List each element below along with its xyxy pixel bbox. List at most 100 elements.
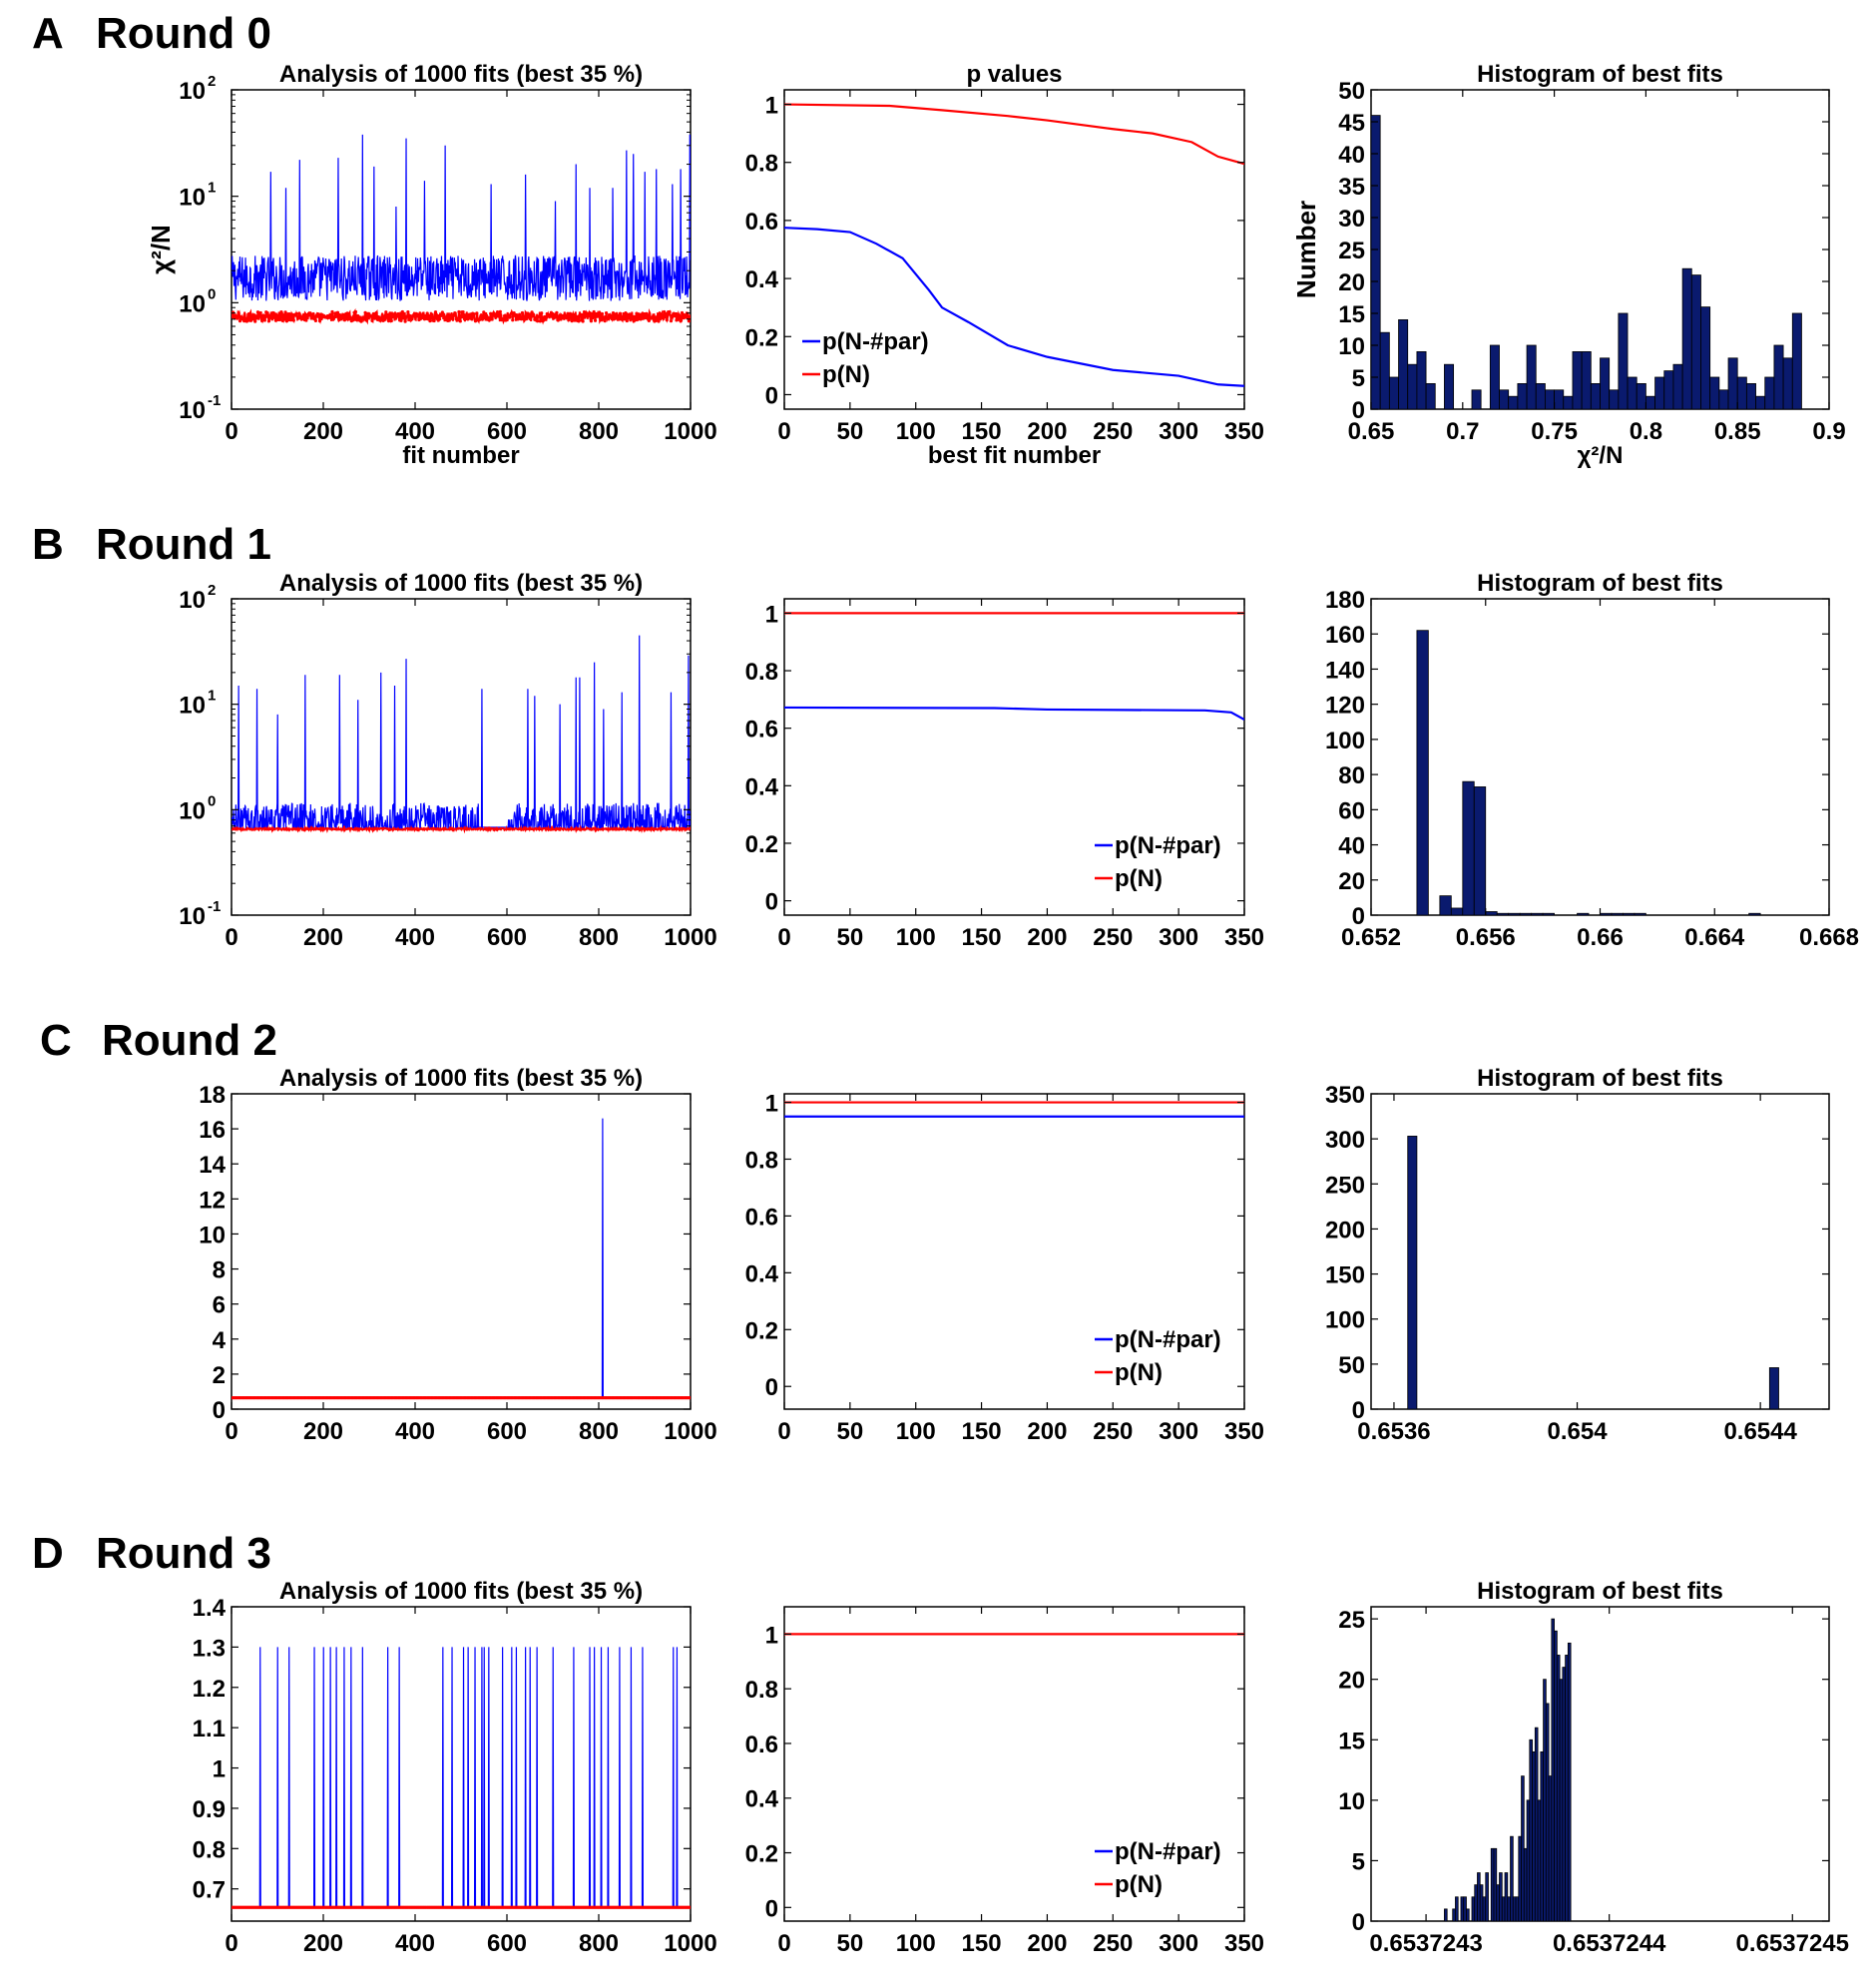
data-point [545,311,549,316]
data-point [687,319,691,323]
y-tick-label: 1.2 [193,1676,226,1703]
data-point [287,312,291,316]
data-point [535,319,540,323]
x-tick-label: 0.85 [1714,418,1761,445]
y-tick-label: 160 [1325,622,1365,649]
data-point [389,318,393,323]
data-point [262,318,266,322]
data-point [588,311,592,315]
data-point [519,315,523,319]
y-tick-label: 250 [1325,1172,1365,1199]
data-point [255,310,260,314]
x-tick-label: 0.8 [1630,418,1662,445]
x-tick-label: 0.6537245 [1736,1930,1849,1957]
plot-frame [783,598,1245,916]
data-point [578,312,582,316]
histogram-bar [1493,1847,1498,1921]
y-tick-label: 140 [1325,657,1365,684]
data-point [475,311,479,315]
data-point [410,317,414,321]
data-point [596,314,600,318]
y-tick-label: 20 [1338,1668,1365,1695]
data-point [235,316,239,320]
data-point [518,312,522,316]
data-point [420,316,424,320]
histogram-bar [1535,382,1546,409]
data-point [486,315,490,319]
data-point [563,313,567,317]
data-point [232,313,234,317]
data-point [600,311,605,316]
data-point [511,318,515,322]
histogram-bar [1764,376,1775,409]
data-point [569,311,573,316]
y-tick-label: 10 [179,185,206,212]
x-tick-label: 0.654 [1548,1418,1609,1445]
y-tick-label: 0.2 [745,324,778,351]
histogram-bar [1636,382,1646,409]
panel-letter: B [32,520,64,569]
x-tick-label: 300 [1159,1418,1198,1445]
panel-round-title: Round 3 [96,1529,271,1578]
data-point [614,312,618,316]
data-point [646,316,650,320]
data-point [353,309,358,314]
x-tick-label: 100 [896,418,936,445]
plot-frame [231,89,692,410]
data-point [555,310,559,314]
panel-letter: A [32,9,64,58]
data-point [570,319,574,323]
data-point [604,311,609,315]
histogram-bar [1398,318,1409,409]
series-line-blue [232,635,691,831]
data-point [371,311,375,316]
histogram-bar [1455,1896,1459,1921]
data-point [465,316,469,321]
y-tick-label: 1.1 [193,1716,226,1742]
data-point [462,313,467,317]
chart-title: Histogram of best fits [1477,61,1723,88]
data-point [449,313,453,317]
data-point [645,311,649,316]
histogram-bar [1526,344,1537,409]
data-point [269,315,273,319]
data-point [363,310,367,314]
y-tick-label: 1 [765,601,778,628]
plot-area [1371,115,1802,409]
histogram-bar [1540,1750,1544,1921]
y-tick-label: 6 [213,1292,226,1319]
y-tick-label: 0.6 [745,1204,778,1231]
y-tick-label: 0.4 [745,1260,779,1287]
panel-round-title: Round 1 [96,520,271,569]
data-point [458,319,462,323]
y-tick-label: 0.6 [745,1732,778,1758]
data-point [236,311,240,315]
data-point [591,316,595,320]
histogram-bar [1531,912,1544,915]
y-tick-label: 0.8 [745,1677,778,1704]
data-point [581,319,585,323]
data-point [542,317,547,321]
data-point [385,312,389,316]
y-tick-label: 0.9 [193,1796,226,1823]
x-axis-label: fit number [402,442,519,469]
y-tick-label: 0 [765,1895,778,1922]
histogram-bar [1718,389,1729,409]
y-tick-label: 150 [1325,1262,1365,1289]
histogram-bar [1543,1679,1547,1921]
data-point [259,318,264,323]
histogram-bar [1672,363,1683,409]
y-tick-label-exponent: 1 [208,180,216,197]
x-tick-label: 350 [1224,1930,1264,1957]
data-point [587,313,591,317]
data-point [294,311,298,316]
y-tick-label: 1 [765,93,778,120]
chart-D-hist: 0.6537243 0.6537244 0.6537245 0 5 10 15 20 25 His… [1338,1578,1849,1957]
data-point [402,316,406,320]
data-point [426,313,431,318]
data-point [610,316,614,321]
histogram-bar [1460,1896,1465,1921]
data-point [316,312,320,316]
data-point [319,312,323,316]
data-point [625,318,629,323]
